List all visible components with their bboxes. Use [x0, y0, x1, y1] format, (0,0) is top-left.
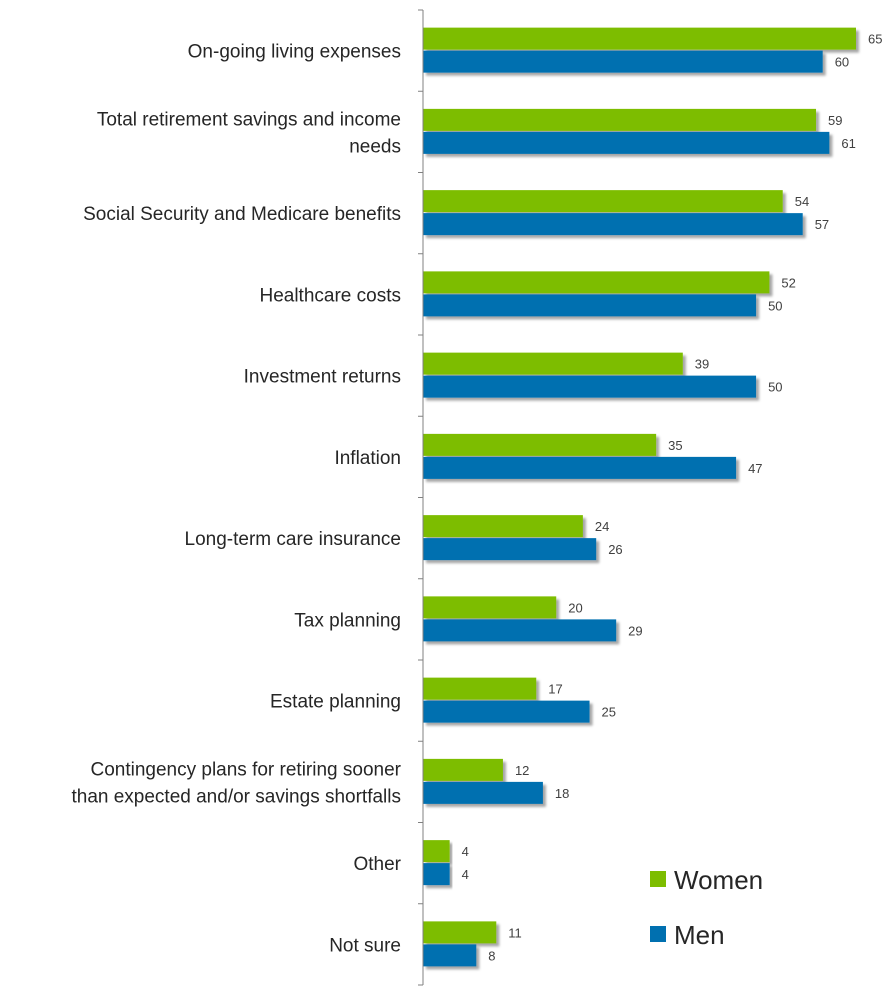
category-label-line: Investment returns — [244, 367, 401, 388]
bar-men — [423, 376, 756, 398]
bar-women — [423, 271, 769, 293]
bar-women — [423, 759, 503, 781]
legend-swatch-women — [650, 871, 666, 887]
bar-women — [423, 840, 450, 862]
category-label-line: needs — [349, 136, 401, 157]
data-label-women: 20 — [568, 600, 582, 615]
category-label-line: Estate planning — [270, 692, 401, 713]
legend-label-men: Men — [674, 920, 725, 950]
data-label-men: 25 — [602, 705, 616, 720]
category-label-line: On-going living expenses — [188, 42, 401, 63]
data-label-women: 52 — [781, 275, 795, 290]
category-label: Healthcare costs — [259, 285, 401, 306]
category-label: Contingency plans for retiring sooner tha… — [71, 759, 401, 807]
data-label-women: 59 — [828, 113, 842, 128]
bar-women — [423, 109, 816, 131]
category-label-line: than expected and/or savings shortfalls — [71, 786, 401, 807]
bar-men — [423, 294, 756, 316]
data-label-women: 39 — [695, 357, 709, 372]
bar-women — [423, 190, 783, 212]
category-label: Long-term care insurance — [185, 529, 402, 550]
data-label-men: 50 — [768, 380, 782, 395]
bar-women — [423, 921, 496, 943]
category-label-line: Total retirement savings and income — [97, 109, 401, 130]
bar-women — [423, 353, 683, 375]
legend-label-women: Women — [674, 865, 763, 895]
category-label-line: Inflation — [334, 448, 401, 469]
category-label: Not sure — [329, 935, 401, 956]
bar-men — [423, 132, 829, 154]
bar-women — [423, 678, 536, 700]
data-label-men: 29 — [628, 623, 642, 638]
category-label-line: Not sure — [329, 935, 401, 956]
category-label-line: Tax planning — [294, 610, 401, 631]
data-label-women: 24 — [595, 519, 609, 534]
data-label-women: 17 — [548, 682, 562, 697]
category-label: Social Security and Medicare benefits — [83, 204, 401, 225]
bar-men — [423, 213, 803, 235]
bar-men — [423, 51, 823, 73]
category-label: Inflation — [334, 448, 401, 469]
bar-women — [423, 28, 856, 50]
bar-women — [423, 596, 556, 618]
bar-men — [423, 944, 476, 966]
data-label-men: 57 — [815, 217, 829, 232]
data-label-women: 4 — [462, 844, 469, 859]
bar-men — [423, 863, 450, 885]
category-label-line: Healthcare costs — [259, 285, 401, 306]
category-label: On-going living expenses — [188, 42, 401, 63]
data-label-men: 18 — [555, 786, 569, 801]
data-label-women: 11 — [508, 925, 522, 940]
category-label: Tax planning — [294, 610, 401, 631]
bar-men — [423, 782, 543, 804]
category-label: Other — [353, 854, 401, 875]
data-label-women: 12 — [515, 763, 529, 778]
category-label-line: Contingency plans for retiring sooner — [90, 759, 401, 780]
data-label-men: 4 — [462, 867, 469, 882]
bar-women — [423, 515, 583, 537]
data-label-men: 8 — [488, 948, 495, 963]
bar-men — [423, 457, 736, 479]
data-label-men: 61 — [841, 136, 855, 151]
bar-men — [423, 619, 616, 641]
data-label-men: 26 — [608, 542, 622, 557]
data-label-women: 65 — [868, 32, 882, 47]
category-label: Total retirement savings and income needs — [97, 109, 401, 157]
category-label-line: Other — [353, 854, 401, 875]
legend-swatch-men — [650, 926, 666, 942]
data-label-women: 35 — [668, 438, 682, 453]
bar-men — [423, 538, 596, 560]
data-label-men: 47 — [748, 461, 762, 476]
data-label-men: 50 — [768, 298, 782, 313]
data-label-women: 54 — [795, 194, 809, 209]
bar-women — [423, 434, 656, 456]
category-label: Investment returns — [244, 367, 401, 388]
category-label-line: Long-term care insurance — [185, 529, 402, 550]
category-label-line: Social Security and Medicare benefits — [83, 204, 401, 225]
data-label-men: 60 — [835, 55, 849, 70]
category-label: Estate planning — [270, 692, 401, 713]
bar-men — [423, 701, 590, 723]
